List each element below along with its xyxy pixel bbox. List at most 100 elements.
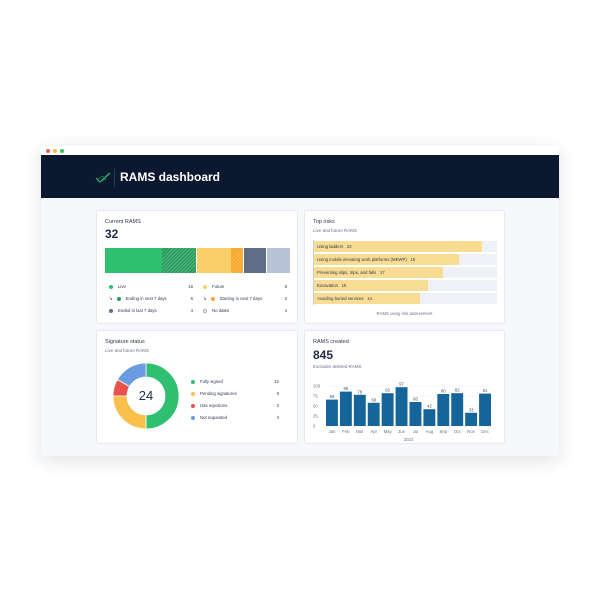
- risk-row[interactable]: Using mobile elevating work platforms (M…: [313, 254, 497, 265]
- y-tick-label: 100: [313, 384, 321, 389]
- risk-label: Preventing slips, trips, and falls: [317, 270, 377, 275]
- legend-dot: [203, 284, 207, 289]
- x-tick-label: Dec: [481, 429, 489, 434]
- bar-mar[interactable]: [353, 394, 366, 426]
- bar-jun[interactable]: [395, 387, 408, 426]
- y-tick-label: 50: [313, 404, 318, 409]
- legend-value: 6: [190, 296, 193, 301]
- legend-label: Ending in next 7 days: [125, 296, 167, 301]
- data-label: 42: [427, 404, 432, 409]
- x-tick-label: Feb: [342, 429, 350, 434]
- data-label: 82: [455, 388, 460, 393]
- card-subtitle: Live and future RAMS: [313, 228, 358, 233]
- current-rams-card: Current RAMS 32 Live 16 ↳ Ending in next 7 …: [96, 210, 298, 324]
- page-header: RAMS dashboard: [41, 155, 559, 198]
- legend-dot: [203, 308, 207, 313]
- legend-dot: [191, 415, 195, 420]
- page-title: RAMS dashboard: [120, 170, 221, 184]
- rams-created-bar-chart: 0 25 50 75 100 66 Jan 86 Feb 78 Mar 58 Apr 82 May 97 Jun…: [313, 382, 492, 442]
- x-tick-label: Mar: [356, 429, 364, 434]
- bar-jul[interactable]: [409, 402, 422, 426]
- risk-row[interactable]: Avoiding buried services 14: [313, 293, 497, 304]
- donut-slice[interactable]: [145, 362, 180, 430]
- segment-future[interactable]: [197, 248, 243, 273]
- y-tick-label: 0: [313, 424, 316, 429]
- segment-live-hatched[interactable]: [161, 248, 196, 273]
- x-tick-label: Oct: [454, 429, 461, 434]
- legend-item: Has rejections: [191, 403, 227, 408]
- bar-may[interactable]: [381, 393, 394, 426]
- legend-dot: [191, 391, 195, 396]
- legend-value: 4: [190, 308, 193, 313]
- x-tick-label: Jun: [398, 429, 406, 434]
- data-label: 97: [399, 382, 404, 387]
- risk-value: 19: [410, 257, 416, 262]
- bar-apr[interactable]: [367, 402, 380, 426]
- risk-value: 14: [367, 296, 372, 301]
- legend-label: Ended in last 7 days: [118, 308, 157, 313]
- donut-slice[interactable]: [116, 362, 147, 388]
- risks-footer: RAMS using risk assessment: [376, 311, 433, 316]
- signature-donut-chart: [112, 362, 180, 430]
- legend-value: 16: [188, 284, 193, 289]
- axis-line: [313, 240, 314, 305]
- legend-item: Live: [109, 284, 126, 289]
- segment-live[interactable]: [105, 248, 196, 273]
- risk-bar: [313, 267, 444, 278]
- legend-value: 4: [284, 308, 287, 313]
- sub-arrow-icon: ↳: [203, 296, 207, 301]
- risk-bar: [313, 280, 428, 291]
- legend-item: No dates: [203, 308, 229, 313]
- data-label: 66: [330, 394, 335, 399]
- segment-no_dates[interactable]: [267, 248, 290, 273]
- minimize-dot-icon[interactable]: [53, 148, 57, 153]
- card-title: RAMS created: [313, 339, 349, 345]
- x-tick-label: Jan: [328, 429, 336, 434]
- divider: [114, 169, 115, 187]
- legend-item: Not requested: [191, 415, 227, 420]
- legend-label: Fully signed: [200, 379, 223, 384]
- x-tick-label: Apr: [370, 429, 377, 434]
- risk-label: Avoiding buried services: [317, 296, 364, 301]
- bar-sep[interactable]: [437, 394, 450, 426]
- legend-label: Pending signatures: [200, 391, 237, 396]
- maximize-dot-icon[interactable]: [60, 148, 64, 153]
- card-title: Signature status: [105, 339, 145, 345]
- rams-created-card: RAMS created 845 Excludes deleted RAMS 0…: [304, 330, 505, 444]
- top-risks-card: Top risks Live and future RAMS Using lad…: [304, 210, 505, 324]
- legend-dot: [191, 379, 195, 384]
- x-axis-label: 2023: [404, 437, 414, 442]
- legend-value: 12: [274, 379, 279, 384]
- legend-label: No dates: [212, 308, 230, 313]
- data-label: 82: [385, 388, 390, 393]
- data-label: 81: [483, 388, 488, 393]
- legend-dot: [116, 296, 121, 301]
- risk-value: 15: [341, 283, 347, 288]
- bar-aug[interactable]: [423, 409, 436, 426]
- data-label: 58: [371, 397, 376, 402]
- card-title: Top risks: [313, 219, 335, 225]
- bar-feb[interactable]: [339, 391, 352, 426]
- risk-row[interactable]: Using ladders 22: [313, 241, 497, 252]
- segment-ended[interactable]: [243, 248, 267, 273]
- bar-oct[interactable]: [451, 393, 464, 426]
- data-label: 33: [469, 407, 474, 412]
- legend-dot: [210, 296, 215, 301]
- data-label: 86: [343, 386, 348, 391]
- data-label: 60: [413, 397, 418, 402]
- segment-future-hatched[interactable]: [231, 248, 243, 273]
- card-subtitle: Live and future RAMS: [105, 348, 150, 353]
- legend-item: Fully signed: [191, 379, 223, 384]
- signature-status-card: Signature status Live and future RAMS 24…: [96, 330, 298, 444]
- bar-jan[interactable]: [326, 399, 338, 426]
- legend-label: Future: [212, 284, 225, 289]
- bar-nov[interactable]: [465, 412, 478, 426]
- bar-dec[interactable]: [479, 393, 491, 426]
- legend-label: Not requested: [200, 415, 227, 420]
- risk-row[interactable]: Preventing slips, trips, and falls 17: [313, 267, 497, 278]
- risk-label: Excavation: [317, 283, 339, 288]
- close-dot-icon[interactable]: [46, 148, 50, 153]
- risk-bar: [313, 293, 421, 304]
- legend-item: Ended in last 7 days: [109, 308, 157, 313]
- risk-row[interactable]: Excavation 15: [313, 280, 497, 291]
